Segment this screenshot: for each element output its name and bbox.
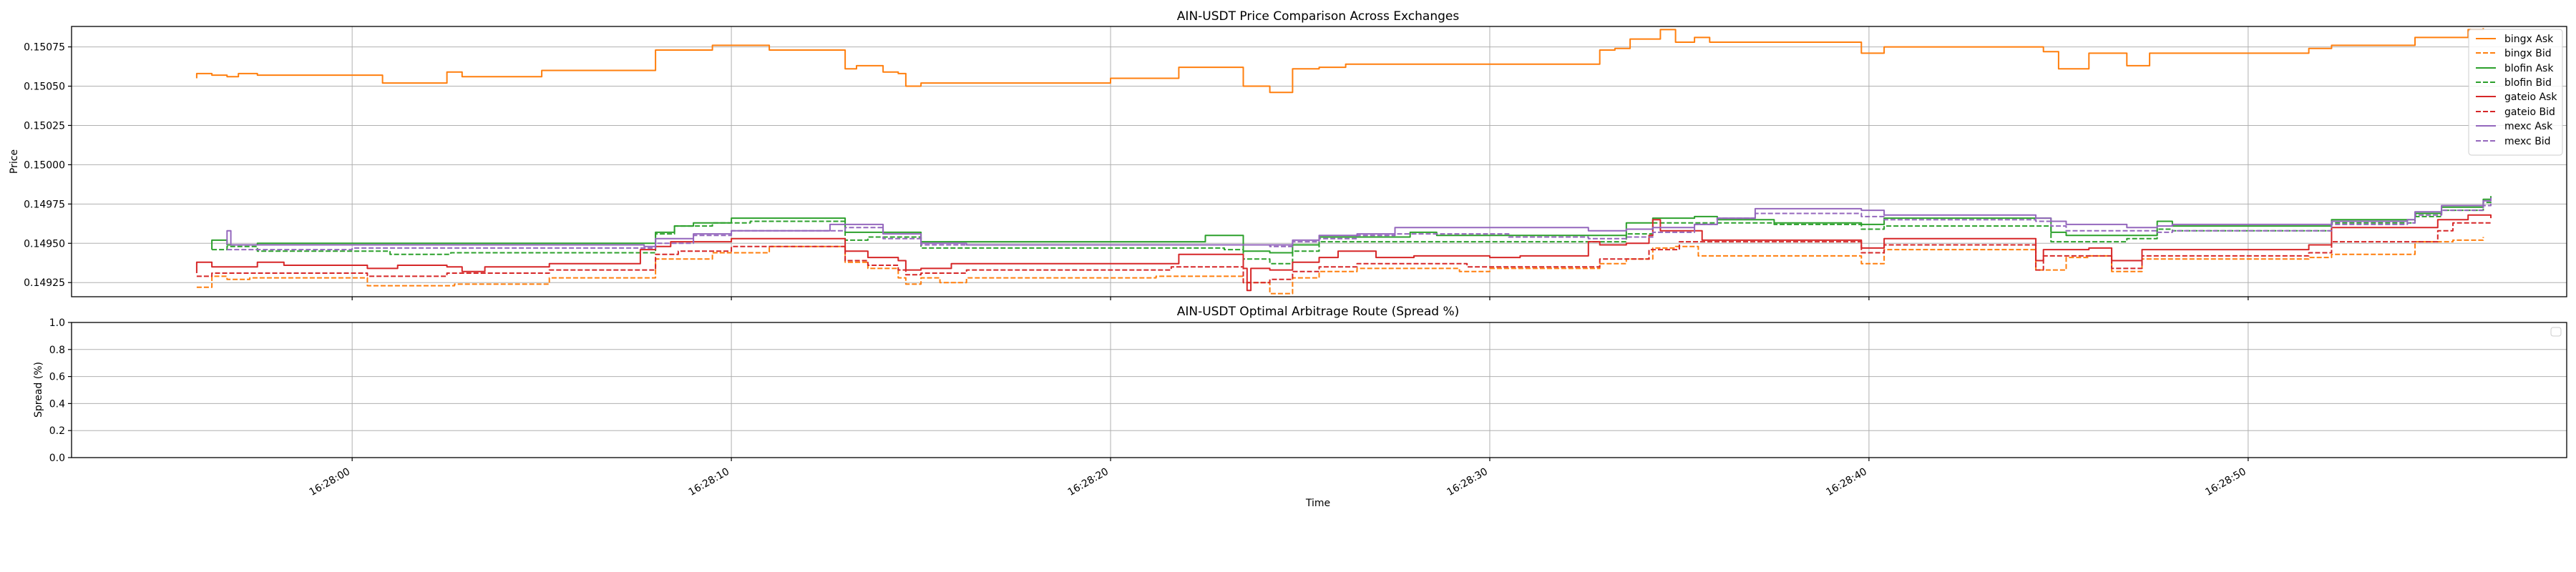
spread-chart-xlabel: Time xyxy=(1305,498,1330,509)
x-tick-label: 16:28:20 xyxy=(1066,466,1111,498)
y-tick-label: 0.6 xyxy=(49,372,65,383)
spread-chart-ylabel: Spread (%) xyxy=(33,362,44,418)
series-line-mexc-ask xyxy=(226,197,2492,247)
y-tick-label: 0.0 xyxy=(49,453,65,464)
price-chart-series xyxy=(195,28,2492,295)
legend-item: mexc Bid xyxy=(2476,136,2551,147)
y-tick-label: 0.14975 xyxy=(24,199,65,210)
x-tick-label: 16:28:50 xyxy=(2203,466,2248,498)
legend-item: blofin Ask xyxy=(2476,63,2554,74)
y-tick-label: 0.14925 xyxy=(24,277,65,289)
price-chart: AIN-USDT Price Comparison Across Exchang… xyxy=(9,9,2567,300)
series-line-bingx-ask xyxy=(195,28,2484,94)
legend-item: blofin Bid xyxy=(2476,77,2552,89)
price-legend-box xyxy=(2468,29,2563,156)
series-line-blofin-bid xyxy=(212,199,2492,265)
price-chart-frame xyxy=(71,26,2567,297)
y-tick-label: 0.14950 xyxy=(24,238,65,250)
legend-label: gateio Ask xyxy=(2504,92,2557,103)
legend-item: bingx Bid xyxy=(2476,48,2552,59)
legend-label: bingx Ask xyxy=(2504,34,2554,45)
y-tick-label: 0.4 xyxy=(49,398,65,410)
y-tick-label: 0.15025 xyxy=(24,120,65,132)
price-chart-title: AIN-USDT Price Comparison Across Exchang… xyxy=(1177,9,1460,24)
x-tick-label: 16:28:30 xyxy=(1445,466,1490,498)
series-line-gateio-ask xyxy=(195,214,2492,292)
legend-label: gateio Bid xyxy=(2504,107,2555,118)
spread-legend-box xyxy=(2550,327,2562,337)
spread-chart-grid xyxy=(72,322,2567,458)
series-line-mexc-bid xyxy=(227,202,2492,251)
spread-chart-xticks: 16:28:00 16:28:10 16:28:20 16:28:30 16:28:40… xyxy=(308,458,2249,498)
legend-label: blofin Bid xyxy=(2504,77,2552,89)
y-tick-label: 0.8 xyxy=(49,345,65,356)
legend-item: mexc Ask xyxy=(2476,121,2553,132)
y-tick-label: 1.0 xyxy=(49,317,65,329)
series-line-blofin-ask xyxy=(211,196,2492,254)
price-chart-grid xyxy=(72,26,2567,297)
legend-label: blofin Ask xyxy=(2504,63,2554,74)
legend-label: bingx Bid xyxy=(2504,48,2552,59)
price-chart-yticks: 0.14925 0.14950 0.14975 0.15000 0.15025 0.150… xyxy=(24,42,72,289)
legend-label: mexc Bid xyxy=(2504,136,2551,147)
series-line-gateio-bid xyxy=(196,222,2491,284)
legend-label: mexc Ask xyxy=(2504,121,2553,132)
spread-chart-frame xyxy=(71,322,2567,458)
price-legend: bingx Ask bingx Bid blofin Ask blofin Bi… xyxy=(2468,29,2563,156)
price-chart-ylabel: Price xyxy=(9,149,20,174)
x-tick-label: 16:28:40 xyxy=(1824,466,1868,498)
spread-chart: AIN-USDT Optimal Arbitrage Route (Spread… xyxy=(33,305,2567,509)
y-tick-label: 0.15050 xyxy=(24,82,65,93)
x-tick-label: 16:28:00 xyxy=(308,466,352,498)
spread-chart-yticks: 0.0 0.2 0.4 0.6 0.8 1.0 xyxy=(49,317,72,464)
spread-chart-title: AIN-USDT Optimal Arbitrage Route (Spread… xyxy=(1177,305,1460,319)
x-tick-label: 16:28:10 xyxy=(687,466,731,498)
y-tick-label: 0.15075 xyxy=(24,42,65,54)
legend-item: gateio Bid xyxy=(2476,107,2555,118)
price-chart-xticks xyxy=(351,297,2249,300)
y-tick-label: 0.15000 xyxy=(24,159,65,171)
legend-item: gateio Ask xyxy=(2476,92,2557,103)
y-tick-label: 0.2 xyxy=(49,425,65,437)
legend-item: bingx Ask xyxy=(2476,34,2554,45)
